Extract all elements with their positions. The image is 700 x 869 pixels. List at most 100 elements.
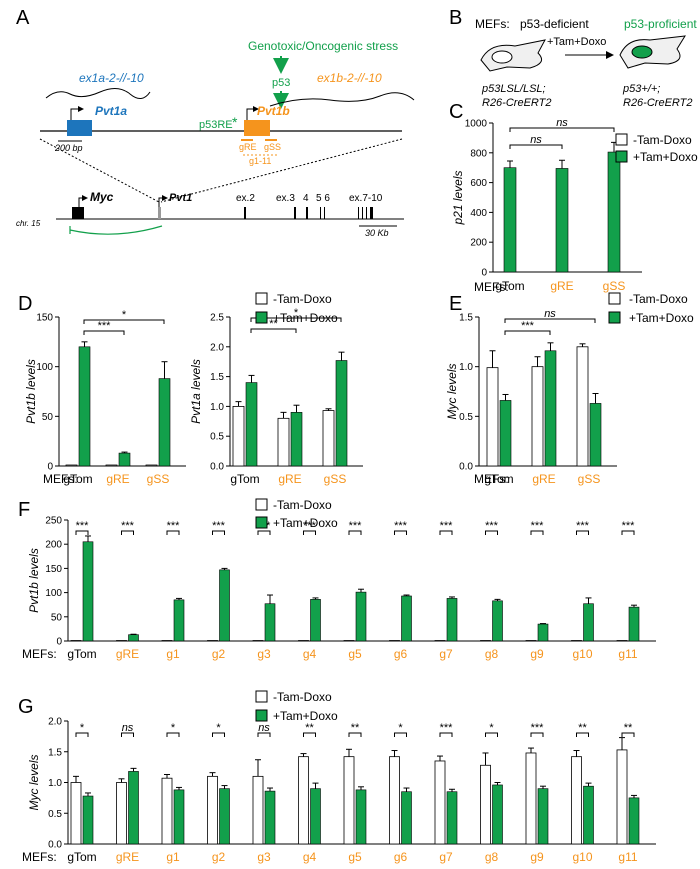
bar-pos <box>355 591 367 642</box>
pvt1a-tss-arrow <box>70 106 84 120</box>
significance-label: *** <box>531 520 545 532</box>
y-tick-label: 0.5 <box>459 412 473 423</box>
panel-e-label: E <box>449 293 462 315</box>
significance-bracket <box>75 530 89 535</box>
significance-bracket <box>212 732 225 737</box>
significance-bracket <box>166 732 180 737</box>
category-label: gRE <box>106 472 129 486</box>
y-tick-label: 0.0 <box>459 462 473 473</box>
y-tick-label: 1.0 <box>459 362 473 373</box>
gre-label: gRE <box>239 142 257 152</box>
pvt1-label: Pvt1 <box>169 192 192 204</box>
bar-neg <box>161 777 173 845</box>
ex710-label: ex.7-10 <box>349 193 383 204</box>
significance-bracket <box>121 732 134 737</box>
significance-label: ** <box>578 722 587 734</box>
ex3-label: ex.3 <box>276 193 295 204</box>
bar-pos <box>264 790 276 845</box>
bar-pos <box>355 789 367 845</box>
bar-neg <box>105 464 118 467</box>
category-label: g10 <box>572 647 592 661</box>
legend-d-neg-swatch <box>255 292 268 305</box>
ex2-label: ex.2 <box>236 193 255 204</box>
y-tick-label: 1.0 <box>48 778 62 789</box>
ex1b-transcript <box>269 92 415 107</box>
bar-pos <box>158 378 171 467</box>
significance-bracket <box>166 530 180 535</box>
ex7-mark <box>358 207 359 219</box>
myc-label: Myc <box>90 190 114 204</box>
significance-bracket <box>621 530 635 535</box>
significance-label: * <box>80 722 85 734</box>
legend-d-pos-swatch <box>255 311 268 324</box>
significance-bracket <box>576 530 589 535</box>
bar-pos <box>628 606 640 642</box>
significance-label: *** <box>622 520 636 532</box>
treatment-label: +Tam+Doxo <box>547 36 606 48</box>
bar-neg <box>525 752 537 845</box>
category-label: g7 <box>439 850 453 864</box>
significance-bracket <box>485 732 498 737</box>
chart-g-myc: 0.0 0.5 1.0 1.5 2.0 Myc levels gTom gRE g1 g2 g3 g4… <box>27 717 656 864</box>
bar-pos <box>173 789 185 845</box>
legend-d-neg-label: -Tam-Doxo <box>273 292 332 306</box>
category-label: g9 <box>530 647 544 661</box>
significance-bracket <box>348 732 362 737</box>
significance-label: *** <box>440 722 454 734</box>
category-label: g1 <box>166 850 180 864</box>
significance-bracket <box>439 732 453 737</box>
y-tick-label: 2.5 <box>210 313 224 324</box>
legend-e-neg-swatch <box>608 292 621 305</box>
legend-f-neg-swatch <box>255 498 268 511</box>
significance-bracket <box>485 530 498 535</box>
significance-label: *** <box>576 520 590 532</box>
y-axis-label: p21 levels <box>451 170 465 225</box>
y-axis-label: Pvt1b levels <box>24 359 38 424</box>
repression-arc <box>69 225 163 235</box>
ex6-mark <box>324 207 325 219</box>
legend-f: -Tam-Doxo +Tam+Doxo <box>255 498 338 530</box>
y-tick-label: 1.0 <box>210 402 224 413</box>
category-label: g6 <box>394 647 408 661</box>
bar-pos <box>82 795 94 845</box>
bar-pos <box>245 382 258 467</box>
legend-g-neg-label: -Tam-Doxo <box>273 690 332 704</box>
bar-pos <box>555 168 569 273</box>
bar-pos <box>583 785 594 845</box>
bar-pos <box>492 600 503 642</box>
y-tick-label: 2.0 <box>210 342 224 353</box>
category-label: gTom <box>67 647 96 661</box>
significance-label: *** <box>76 520 90 532</box>
y-tick-label: 0.0 <box>48 840 62 851</box>
panel-b-label: B <box>449 7 462 29</box>
category-label: g4 <box>303 850 317 864</box>
panel-a-label: A <box>16 7 30 29</box>
ex1b-label: ex1b-2-//-10 <box>317 71 382 85</box>
y-tick-label: 200 <box>470 238 487 249</box>
bar-pos <box>537 788 549 845</box>
geno-left-1: p53LSL/LSL; <box>481 83 546 95</box>
bar-pos <box>401 595 412 642</box>
ex10-mark <box>370 207 373 219</box>
panel-f-label: F <box>18 499 30 521</box>
category-label: g9 <box>530 850 544 864</box>
y-tick-label: 0 <box>56 637 62 648</box>
y-tick-label: 50 <box>42 412 54 423</box>
ex1a-transcript <box>45 88 151 99</box>
bar-neg <box>145 464 158 467</box>
significance-bracket <box>257 530 271 535</box>
y-tick-label: 150 <box>36 313 53 324</box>
mefs-label-d: MEFs: <box>43 472 78 486</box>
significance-label: *** <box>303 520 317 532</box>
significance-bracket <box>394 732 407 737</box>
chart-e-myc: 0.0 0.5 1.0 1.5 Myc levels gTom gRE gSS *** ns <box>445 308 617 486</box>
significance-label: * <box>398 722 403 734</box>
myc-tss-arrow <box>78 195 88 207</box>
significance-label: *** <box>485 520 499 532</box>
category-label: g4 <box>303 647 317 661</box>
nucleus-proficient <box>631 45 653 59</box>
y-tick-label: 1.5 <box>210 372 224 383</box>
bar-neg <box>480 764 491 845</box>
significance-label: ** <box>269 318 278 330</box>
